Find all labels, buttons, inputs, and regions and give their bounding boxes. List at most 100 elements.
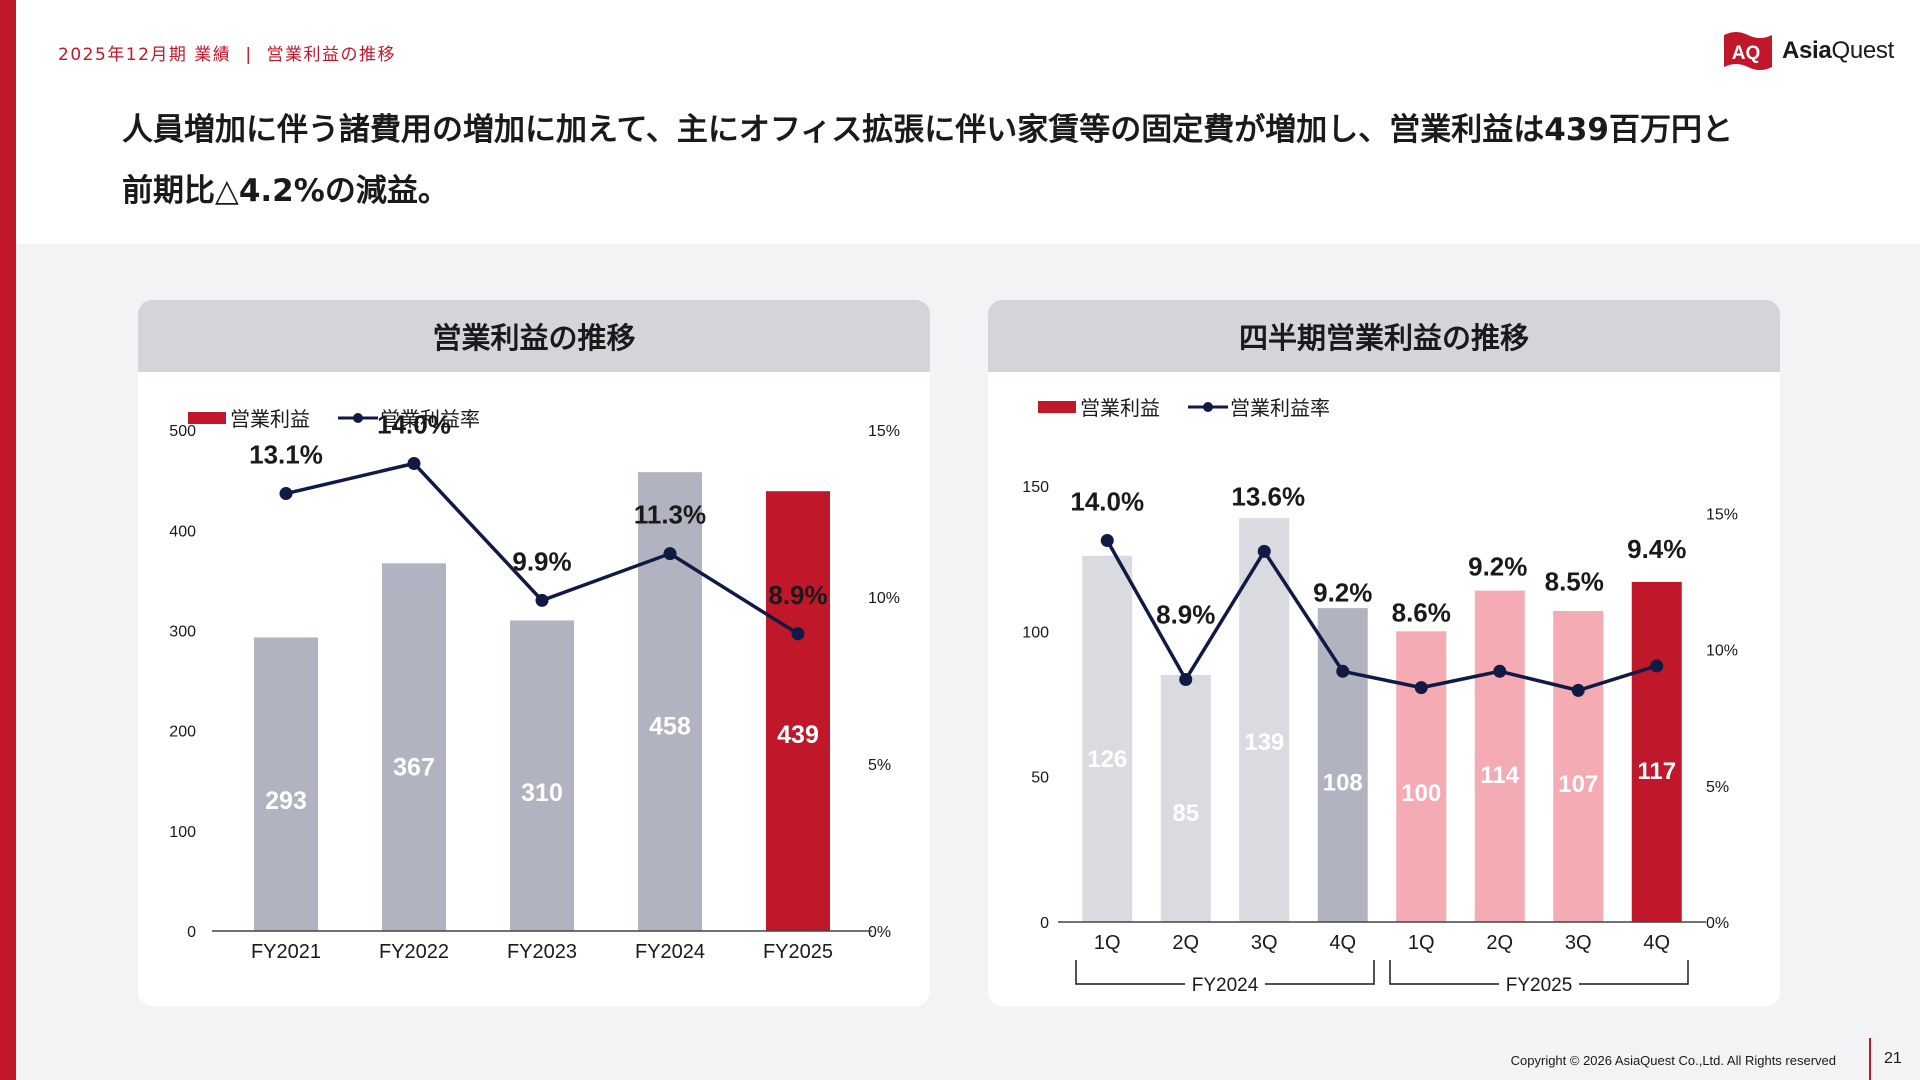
bar-value-label: 439 xyxy=(777,721,819,749)
y2-tick-label: 5% xyxy=(868,757,891,774)
margin-value-label: 9.9% xyxy=(512,546,571,576)
y2-tick-label: 0% xyxy=(868,924,891,941)
copyright-text: Copyright © 2026 AsiaQuest Co.,Ltd. All … xyxy=(1510,1053,1836,1068)
y2-tick-label: 10% xyxy=(868,590,900,607)
bar xyxy=(1396,631,1447,922)
logo-flag-text: AQ xyxy=(1732,43,1761,64)
y-tick-label: 150 xyxy=(1022,479,1049,496)
margin-point xyxy=(407,456,421,470)
y-tick-label: 300 xyxy=(169,623,196,640)
margin-value-label: 8.6% xyxy=(1392,598,1451,628)
annual-operating-profit-chart: 営業利益 営業利益率 0 100 200 300 400 500 0% 5% 10% 15% 293 36… xyxy=(169,407,900,963)
y-tick-label: 100 xyxy=(1022,624,1049,641)
legend-line-marker xyxy=(353,413,363,423)
group-label: FY2025 xyxy=(1506,975,1573,996)
bar-value-label: 114 xyxy=(1480,762,1519,789)
logo-text-bold: Asia xyxy=(1781,37,1832,64)
legend-label-line: 営業利益率 xyxy=(1230,396,1330,420)
footer-divider xyxy=(1869,1038,1871,1080)
margin-point xyxy=(1179,672,1193,686)
x-tick-label: 2Q xyxy=(1172,932,1199,954)
y-tick-label: 50 xyxy=(1031,770,1049,787)
y2-tick-label: 15% xyxy=(868,423,900,440)
margin-point xyxy=(1414,681,1428,695)
margin-value-label: 8.5% xyxy=(1545,566,1604,596)
logo-name: AsiaQuest xyxy=(1782,37,1894,65)
x-tick-label: FY2023 xyxy=(507,941,577,963)
quarterly-chart-panel: 四半期営業利益の推移 営業利益 営業利益率 0 50 100 150 0% 5% 10% 15% 1… xyxy=(988,300,1780,1006)
logo-text-rest: Quest xyxy=(1831,37,1894,64)
margin-point xyxy=(1100,534,1114,547)
bar-value-label: 100 xyxy=(1401,780,1441,807)
x-tick-label: 4Q xyxy=(1329,932,1356,954)
bar-value-label: 85 xyxy=(1172,800,1199,827)
y-tick-label: 0 xyxy=(1040,915,1049,932)
bar-value-label: 367 xyxy=(393,754,435,782)
y2-tick-label: 5% xyxy=(1706,779,1729,796)
legend-line-marker xyxy=(1203,402,1213,412)
group-bracket xyxy=(1389,960,1689,985)
headline-line-1: 人員増加に伴う諸費用の増加に加えて、主にオフィス拡張に伴い家賃等の固定費が増加し… xyxy=(122,112,1733,148)
y-tick-label: 200 xyxy=(169,724,196,741)
bar xyxy=(510,620,574,931)
bar xyxy=(1082,555,1133,922)
y-tick-label: 100 xyxy=(169,824,196,841)
margin-value-label: 8.9% xyxy=(768,580,827,610)
x-tick-label: 3Q xyxy=(1251,932,1278,954)
legend-bar-swatch xyxy=(1038,401,1076,413)
bar-value-label: 293 xyxy=(265,787,307,815)
x-tick-label: FY2024 xyxy=(635,941,705,963)
margin-value-label: 14.0% xyxy=(377,409,451,439)
margin-value-label: 13.1% xyxy=(249,440,323,470)
bar xyxy=(1317,608,1368,922)
left-accent-bar xyxy=(0,0,16,1080)
margin-point xyxy=(1336,664,1350,678)
annual-chart-title: 営業利益の推移 xyxy=(138,300,930,372)
y-tick-label: 0 xyxy=(187,924,196,941)
bar xyxy=(766,491,830,931)
bar-value-label: 117 xyxy=(1637,758,1676,785)
margin-value-label: 8.9% xyxy=(1156,599,1215,629)
legend-bar-swatch xyxy=(188,412,226,424)
margin-point xyxy=(1650,659,1664,673)
margin-line xyxy=(1105,539,1658,693)
x-tick-label: FY2021 xyxy=(251,941,321,963)
bar-value-label: 126 xyxy=(1087,746,1127,773)
x-tick-label: 1Q xyxy=(1408,932,1435,954)
y2-tick-label: 15% xyxy=(1706,506,1738,523)
y-tick-label: 500 xyxy=(169,423,196,440)
margin-point xyxy=(663,547,677,561)
breadcrumb-separator: | xyxy=(245,45,253,65)
group-label: FY2024 xyxy=(1192,975,1259,996)
company-logo: AQ AsiaQuest xyxy=(1722,28,1894,74)
bar xyxy=(1160,674,1211,922)
margin-value-label: 9.4% xyxy=(1627,534,1686,564)
x-tick-label: 4Q xyxy=(1643,932,1670,954)
margin-point xyxy=(791,627,805,641)
x-tick-label: 3Q xyxy=(1565,932,1592,954)
bar-value-label: 107 xyxy=(1558,771,1598,798)
margin-point xyxy=(1493,664,1507,678)
y2-tick-label: 10% xyxy=(1706,643,1738,660)
quarterly-operating-profit-chart: 営業利益 営業利益率 0 50 100 150 0% 5% 10% 15% 126 85 139 108 1… xyxy=(1022,396,1738,996)
breadcrumb: 2025年12月期 業績 | 営業利益の推移 xyxy=(58,40,396,65)
y-tick-label: 400 xyxy=(169,523,196,540)
headline-line-2: 前期比△4.2%の減益。 xyxy=(122,173,449,209)
x-tick-label: FY2022 xyxy=(379,941,449,963)
x-tick-label: FY2025 xyxy=(763,941,833,963)
margin-point xyxy=(1571,683,1585,697)
x-tick-label: 2Q xyxy=(1486,932,1513,954)
bar xyxy=(1631,581,1682,922)
bar xyxy=(1239,517,1290,922)
x-tick-label: 1Q xyxy=(1094,932,1121,954)
bar xyxy=(638,472,702,931)
y2-tick-label: 0% xyxy=(1706,915,1729,932)
group-bracket xyxy=(1075,960,1375,985)
margin-point xyxy=(279,487,293,501)
bar xyxy=(1474,590,1525,922)
slide-headline: 人員増加に伴う諸費用の増加に加えて、主にオフィス拡張に伴い家賃等の固定費が増加し… xyxy=(122,100,1842,222)
legend-label-bar: 営業利益 xyxy=(1080,396,1160,420)
page-number: 21 xyxy=(1884,1050,1902,1067)
margin-value-label: 14.0% xyxy=(1070,487,1144,517)
bar-value-label: 108 xyxy=(1323,770,1363,797)
